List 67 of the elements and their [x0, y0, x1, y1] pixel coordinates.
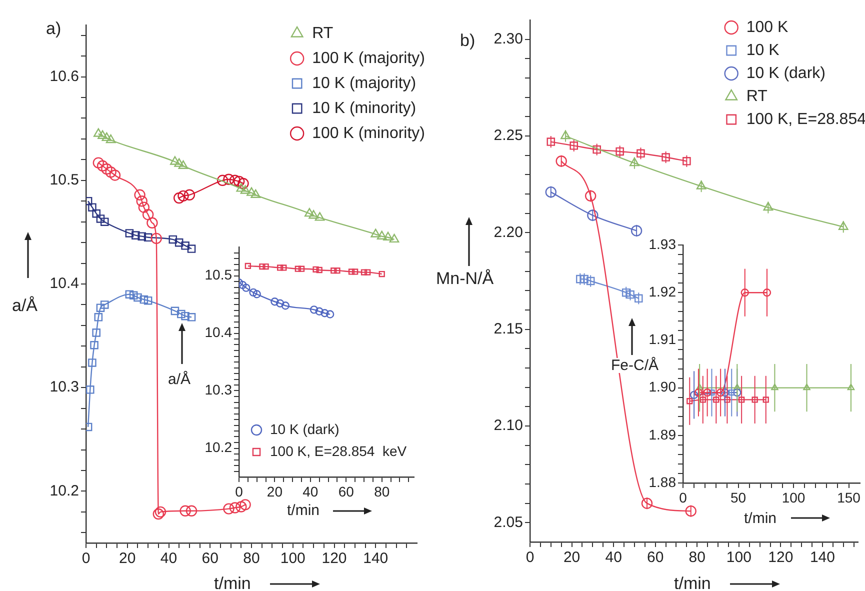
y-tick-label: 10.6 — [50, 68, 79, 85]
x-tick-label: 60 — [202, 550, 218, 568]
legend-label: 100 K — [746, 18, 788, 36]
x-tick-label: 100 — [280, 550, 306, 568]
legend-label: 100 K (majority) — [312, 50, 425, 67]
x-tick-label: 60 — [647, 549, 664, 566]
y-axis-title: a/Å — [168, 371, 191, 388]
y-tick-label: 10.2 — [50, 482, 79, 500]
x-tick-label: 20 — [266, 483, 283, 500]
y-tick-label: 10.5 — [204, 266, 232, 283]
y-tick-label: 2.25 — [494, 127, 523, 144]
x-tick-label: 0 — [679, 489, 688, 506]
x-tick-label: 80 — [243, 550, 260, 568]
x-tick-label: 150 — [837, 489, 861, 506]
x-tick-label: 120 — [768, 549, 794, 566]
y-tick-label: 10.2 — [204, 439, 232, 456]
y-tick-label: 2.15 — [494, 320, 523, 338]
x-tick-label: 20 — [119, 550, 136, 568]
x-tick-label: 20 — [563, 549, 580, 566]
x-tick-label: 0 — [235, 483, 244, 500]
y-tick-label: 1.92 — [648, 283, 676, 300]
y-tick-label: 1.93 — [648, 236, 676, 252]
y-axis-title: Fe-C/Å — [611, 357, 659, 374]
x-tick-label: 50 — [730, 489, 746, 506]
y-tick-label: 1.88 — [648, 474, 676, 490]
x-axis-title: t/min — [744, 510, 777, 527]
x-tick-label: 140 — [810, 549, 835, 566]
legend-label: 10 K (dark) — [270, 420, 340, 437]
y-tick-label: 10.4 — [204, 324, 232, 340]
legend-label: 10 K — [746, 42, 780, 59]
x-tick-label: 40 — [605, 549, 622, 566]
x-tick-label: 60 — [338, 483, 354, 500]
x-tick-label: 80 — [688, 549, 706, 566]
legend-label: 100 K (minority) — [312, 124, 425, 142]
x-tick-label: 40 — [302, 483, 318, 500]
text: b) — [460, 31, 476, 50]
y-tick-label: 2.30 — [494, 30, 523, 48]
x-axis-title: t/min — [674, 574, 711, 591]
text: a) — [46, 19, 62, 38]
x-tick-label: 100 — [726, 549, 752, 566]
x-tick-label: 0 — [82, 550, 90, 568]
x-tick-label: 100 — [782, 489, 806, 506]
x-axis-title: t/min — [287, 502, 320, 519]
y-tick-label: 1.89 — [648, 426, 676, 442]
x-tick-label: 40 — [160, 550, 178, 568]
y-axis-title: a/Å — [12, 296, 38, 315]
y-tick-label: 10.5 — [50, 172, 79, 189]
legend-label: RT — [312, 24, 334, 42]
x-tick-label: 0 — [526, 549, 534, 566]
y-tick-label: 1.91 — [648, 331, 676, 348]
legend-label: RT — [746, 88, 768, 105]
y-tick-label: 2.10 — [494, 417, 523, 434]
y-tick-label: 1.90 — [648, 378, 676, 395]
x-axis-title: t/min — [214, 574, 251, 591]
y-tick-label: 10.3 — [50, 378, 79, 396]
legend-label: 10 K (dark) — [746, 64, 826, 82]
y-axis-title: Mn-N/Å — [436, 269, 494, 288]
legend-label: 10 K (minority) — [312, 100, 416, 117]
y-tick-label: 10.3 — [204, 382, 232, 398]
y-tick-label: 10.4 — [50, 275, 79, 292]
legend-label: 100 K, E=28.854 keV — [270, 442, 408, 459]
legend-label: 10 K (majority) — [312, 74, 416, 92]
x-tick-label: 140 — [363, 550, 388, 568]
x-tick-label: 120 — [322, 550, 347, 568]
x-tick-label: 80 — [374, 483, 390, 500]
y-tick-label: 2.05 — [494, 514, 523, 531]
y-tick-label: 2.20 — [494, 224, 523, 241]
